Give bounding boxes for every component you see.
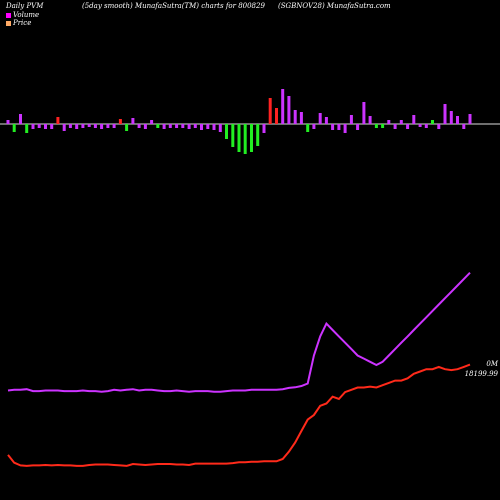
- volume-bar: [449, 111, 453, 124]
- price-right-label: 18199.99: [464, 370, 498, 378]
- price-line: [7, 363, 471, 467]
- volume-bar: [150, 120, 154, 124]
- legend-volume-label: Volume: [13, 11, 40, 19]
- volume-bar: [125, 124, 129, 131]
- volume-bar: [281, 89, 285, 124]
- volume-bar: [56, 117, 60, 124]
- volume-bar: [412, 115, 416, 124]
- volume-bar: [250, 124, 253, 152]
- volume-bar: [331, 124, 335, 130]
- volume-bar: [374, 124, 378, 128]
- volume-bar: [324, 117, 328, 124]
- volume-bar: [175, 124, 179, 128]
- volume-bar: [68, 124, 72, 128]
- volume-bar: [349, 115, 353, 124]
- volume-bar: [181, 124, 185, 128]
- chart-title-mid: (5day smooth) MunafaSutra(TM) charts for…: [82, 2, 265, 10]
- volume-bar: [231, 124, 235, 147]
- volume-bar: [12, 124, 16, 132]
- volume-bar: [193, 124, 197, 128]
- volume-bar: [456, 116, 459, 124]
- volume-bar: [31, 124, 35, 129]
- chart-title-right: (SGBNOV28) MunafaSutra.com: [278, 2, 391, 10]
- volume-bar: [306, 124, 310, 132]
- volume-bar: [368, 116, 372, 124]
- volume-bar: [256, 124, 260, 146]
- volume-bar: [462, 124, 466, 129]
- volume-bar: [262, 124, 266, 133]
- volume-bar: [6, 120, 10, 124]
- chart-title-left: Daily PVM: [6, 2, 44, 10]
- volume-bar: [237, 124, 241, 152]
- volume-bar: [406, 124, 410, 129]
- volume-bar: [187, 124, 191, 129]
- volume-bar: [37, 124, 41, 128]
- volume-bar: [356, 124, 360, 130]
- mpv-line: [7, 272, 471, 393]
- volume-right-label: 0M: [486, 360, 498, 368]
- volume-bar: [118, 119, 122, 124]
- volume-bar: [218, 124, 222, 132]
- volume-bar: [268, 98, 272, 124]
- volume-bar: [25, 124, 29, 133]
- volume-bar: [399, 120, 403, 124]
- volume-bar: [287, 96, 291, 124]
- volume-bar: [243, 124, 247, 154]
- volume-bar: [343, 124, 347, 133]
- volume-bar: [318, 113, 322, 124]
- volume-bar: [100, 124, 104, 129]
- volume-bar: [131, 118, 135, 124]
- volume-bar: [137, 124, 141, 128]
- volume-bar: [106, 124, 110, 128]
- volume-bar: [19, 114, 22, 124]
- volume-bar: [156, 124, 160, 128]
- volume-bar: [468, 114, 472, 124]
- volume-bar: [387, 120, 391, 124]
- legend-price-label: Price: [13, 19, 32, 27]
- legend-volume-swatch: [6, 12, 11, 18]
- volume-bar: [381, 124, 385, 128]
- volume-bars: [6, 89, 472, 154]
- volume-bar: [200, 124, 203, 130]
- volume-bar: [337, 124, 341, 130]
- volume-bar: [75, 124, 79, 129]
- volume-bar: [168, 124, 172, 128]
- volume-bar: [206, 124, 210, 129]
- volume-bar: [362, 102, 366, 124]
- volume-bar: [162, 124, 166, 129]
- volume-bar: [44, 124, 47, 129]
- volume-bar: [293, 110, 297, 124]
- volume-bar: [62, 124, 66, 131]
- volume-bar: [418, 124, 422, 127]
- volume-bar: [50, 124, 54, 129]
- volume-bar: [431, 120, 434, 124]
- volume-bar: [87, 124, 91, 127]
- volume-bar: [299, 112, 303, 124]
- volume-bar: [424, 124, 428, 128]
- volume-bar: [443, 104, 447, 124]
- volume-bar: [143, 124, 147, 129]
- volume-bar: [93, 124, 97, 128]
- legend-price-swatch: [6, 20, 11, 26]
- volume-bar: [225, 124, 228, 139]
- volume-bar: [81, 124, 85, 128]
- volume-bar: [312, 124, 316, 129]
- volume-bar: [212, 124, 216, 130]
- volume-bar: [437, 124, 441, 129]
- volume-bar: [393, 124, 397, 129]
- volume-bar: [275, 108, 278, 124]
- legend-price: Price: [6, 19, 31, 27]
- volume-bar: [112, 124, 116, 128]
- legend-volume: Volume: [6, 11, 39, 19]
